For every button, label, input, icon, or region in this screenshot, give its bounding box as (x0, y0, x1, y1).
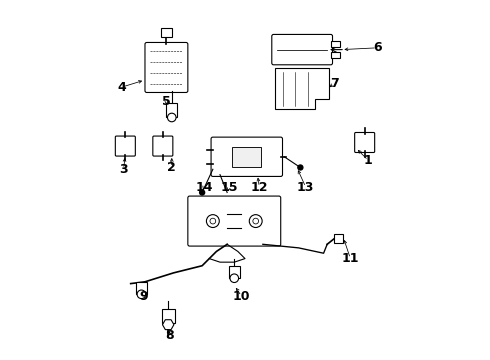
Bar (229, 266, 240, 278)
Bar (331, 52, 340, 58)
Polygon shape (275, 68, 329, 109)
Bar (161, 28, 172, 37)
Bar (136, 282, 147, 294)
Text: 5: 5 (162, 95, 171, 108)
Circle shape (199, 190, 205, 195)
Text: 1: 1 (364, 154, 372, 167)
Text: 11: 11 (342, 252, 359, 265)
Text: 13: 13 (297, 181, 315, 194)
Circle shape (249, 215, 262, 228)
Bar (167, 103, 177, 117)
Circle shape (230, 274, 239, 283)
FancyBboxPatch shape (272, 35, 333, 65)
Circle shape (298, 165, 303, 170)
FancyBboxPatch shape (211, 137, 283, 176)
Text: 2: 2 (168, 161, 176, 174)
Bar (331, 41, 340, 47)
Bar (232, 147, 261, 167)
FancyBboxPatch shape (153, 136, 173, 156)
Text: 6: 6 (373, 41, 382, 54)
Text: 3: 3 (119, 163, 128, 176)
Text: 14: 14 (195, 181, 213, 194)
Text: 10: 10 (233, 289, 250, 303)
Circle shape (168, 113, 176, 122)
FancyBboxPatch shape (115, 136, 135, 156)
Text: 12: 12 (250, 181, 268, 194)
Text: 9: 9 (139, 289, 147, 303)
Text: 7: 7 (330, 77, 339, 90)
Text: 4: 4 (118, 81, 126, 94)
Circle shape (253, 218, 259, 224)
Bar (334, 234, 343, 243)
Circle shape (206, 215, 220, 228)
FancyBboxPatch shape (355, 132, 375, 153)
Bar (162, 309, 174, 323)
FancyBboxPatch shape (145, 42, 188, 93)
Circle shape (137, 290, 146, 298)
Text: 15: 15 (220, 181, 238, 194)
Circle shape (210, 218, 216, 224)
Text: 8: 8 (166, 329, 174, 342)
FancyBboxPatch shape (188, 196, 281, 246)
